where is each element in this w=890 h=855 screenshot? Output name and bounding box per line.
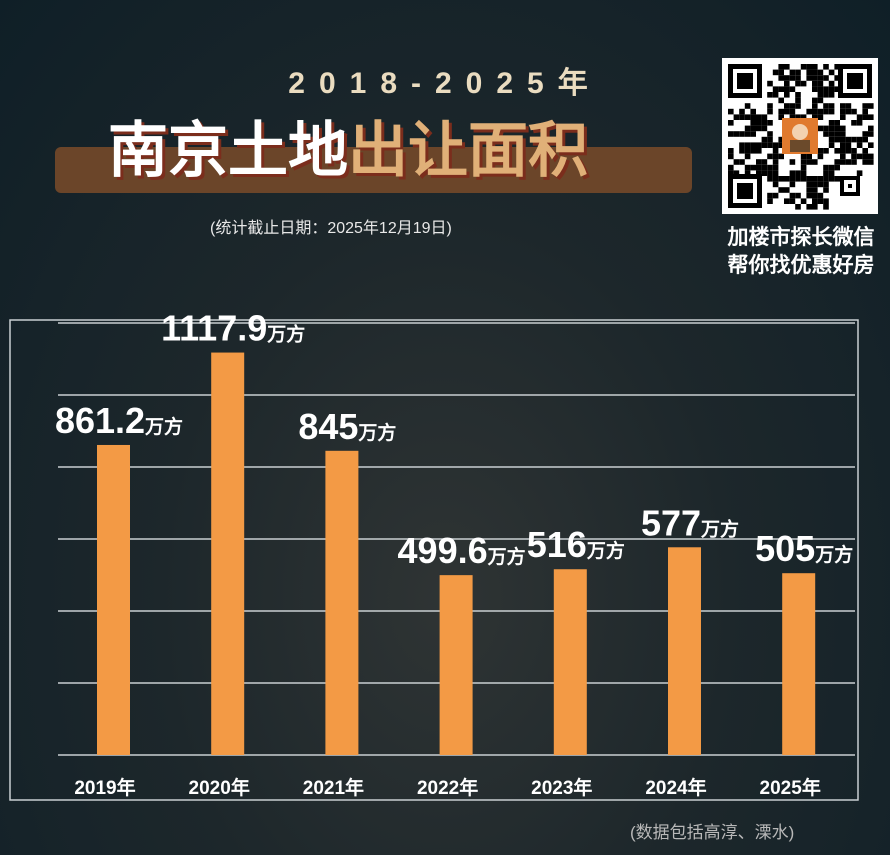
title-band — [55, 147, 692, 193]
data-label: 516万方 — [527, 524, 625, 565]
year-range: 2018-2025年 — [288, 67, 602, 100]
bar-2025年 — [782, 573, 816, 755]
qr-code-icon — [728, 64, 874, 210]
title-gold: 出让面积 — [348, 117, 588, 184]
x-tick-label: 2023年 — [531, 776, 592, 799]
data-label: 499.6万方 — [398, 530, 526, 571]
cutoff-note: (统计截止日期：2025年12月19日) — [210, 220, 452, 237]
bar-2023年 — [553, 569, 587, 755]
x-tick-label: 2022年 — [417, 776, 478, 799]
data-label: 861.2万方 — [55, 400, 183, 441]
data-label: 1117.9万方 — [161, 308, 305, 349]
page-title: 南京土地出让面积 — [108, 102, 588, 189]
bar-2019年 — [97, 444, 130, 755]
x-tick-label: 2021年 — [303, 776, 364, 799]
bar-2022年 — [439, 575, 473, 755]
x-tick-label: 2020年 — [189, 776, 250, 799]
promo-line-2: 帮你找优惠好房 — [727, 254, 875, 277]
x-tick-label: 2024年 — [645, 776, 706, 799]
x-tick-label: 2025年 — [760, 776, 821, 799]
data-source-note: (数据包括高淳、溧水) — [630, 823, 795, 842]
promo-line-1: 加楼市探长微信 — [727, 226, 875, 249]
chart-frame — [9, 319, 859, 801]
data-label: 845万方 — [298, 406, 396, 447]
title-white: 南京土地 — [108, 117, 348, 184]
qr-code[interactable] — [722, 58, 878, 214]
x-tick-label: 2019年 — [74, 776, 135, 799]
data-label: 577万方 — [641, 502, 739, 543]
data-label: 505万方 — [755, 528, 853, 569]
promo-text: 加楼市探长微信 帮你找优惠好房 — [712, 224, 890, 280]
bar-2020年 — [211, 352, 245, 755]
bar-2024年 — [668, 547, 701, 755]
bar-2021年 — [325, 450, 359, 755]
